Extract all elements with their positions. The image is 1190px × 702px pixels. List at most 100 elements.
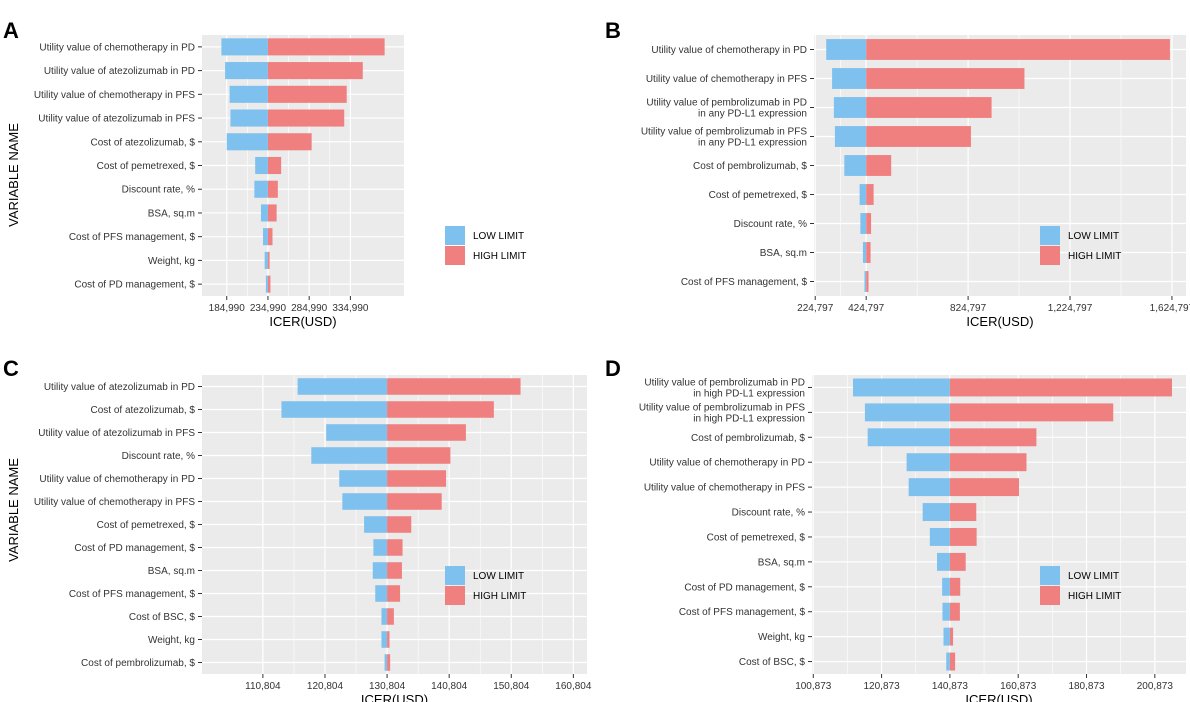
high-limit-bar xyxy=(387,447,451,464)
high-limit-bar xyxy=(949,403,1114,422)
legend-high-label: HIGH LIMIT xyxy=(473,251,526,262)
low-limit-bar xyxy=(263,228,268,246)
category-label: Utility value of chemotherapy in PFS xyxy=(644,483,806,494)
low-limit-bar xyxy=(339,470,388,487)
high-limit-bar xyxy=(387,424,466,441)
high-limit-bar xyxy=(387,562,402,579)
category-label: Cost of atezolizumab, $ xyxy=(91,405,196,416)
y-axis-title: VARIABLE NAME xyxy=(6,458,21,562)
category-label: Cost of pembrolizumab, $ xyxy=(81,658,195,669)
high-limit-bar xyxy=(267,156,282,175)
low-limit-bar xyxy=(226,133,268,151)
category-label: Utility value of atezolizumab in PFS xyxy=(38,428,195,439)
low-limit-bar xyxy=(384,654,388,671)
low-limit-bar xyxy=(906,453,950,472)
low-limit-bar xyxy=(372,562,388,579)
legend-high-label: HIGH LIMIT xyxy=(473,591,526,602)
high-limit-bar xyxy=(267,62,363,80)
x-tick-label: 120,873 xyxy=(864,681,901,692)
x-tick-label: 824,797 xyxy=(950,303,987,314)
high-limit-bar xyxy=(866,126,971,147)
category-label: BSA, sq.m xyxy=(758,557,805,568)
x-tick-label: 1,224,797 xyxy=(1048,303,1093,314)
legend-low-swatch xyxy=(445,226,465,245)
high-limit-bar xyxy=(866,39,1170,60)
x-tick-label: 424,797 xyxy=(848,303,885,314)
low-limit-bar xyxy=(942,577,950,596)
x-tick-label: 160,873 xyxy=(1000,681,1037,692)
category-label: Utility value of atezolizumab in PFS xyxy=(38,114,195,125)
low-limit-bar xyxy=(364,516,388,533)
panel-letter: D xyxy=(605,356,621,381)
x-tick-label: 1,624,797 xyxy=(1150,303,1190,314)
legend-low-swatch xyxy=(445,566,465,585)
category-label: Weight, kg xyxy=(148,635,195,646)
low-limit-bar xyxy=(862,242,867,263)
x-tick-label: 110,804 xyxy=(245,681,281,692)
category-label: Cost of PFS management, $ xyxy=(679,607,806,618)
low-limit-bar xyxy=(834,126,867,147)
legend-low-swatch xyxy=(1040,566,1060,585)
panel-letter: C xyxy=(3,356,19,381)
high-limit-bar xyxy=(387,516,412,533)
category-label: Utility value of chemotherapy in PD xyxy=(39,474,195,485)
low-limit-bar xyxy=(929,527,950,546)
high-limit-bar xyxy=(267,38,385,56)
x-axis-title: ICER(USD) xyxy=(965,692,1032,702)
high-limit-bar xyxy=(949,378,1172,397)
legend-high-label: HIGH LIMIT xyxy=(1068,251,1121,262)
high-limit-bar xyxy=(267,109,345,127)
low-limit-bar xyxy=(342,493,388,510)
panel-C: C Utility value of atezolizumab in PD Cost… xyxy=(3,356,592,702)
low-limit-bar xyxy=(297,378,388,395)
category-label: Discount rate, % xyxy=(122,185,195,196)
category-label: Cost of PD management, $ xyxy=(74,543,195,554)
high-limit-bar xyxy=(387,401,494,418)
x-tick-label: 334,990 xyxy=(332,303,369,314)
high-limit-bar xyxy=(949,478,1019,497)
category-label: Cost of PD management, $ xyxy=(74,280,195,291)
low-limit-bar xyxy=(826,39,867,60)
category-label: Utility value of atezolizumab in PD xyxy=(44,382,195,393)
low-limit-bar xyxy=(833,97,867,118)
low-limit-bar xyxy=(937,552,950,571)
category-label: Cost of BSC, $ xyxy=(739,657,806,668)
low-limit-bar xyxy=(922,503,950,522)
category-label: Discount rate, % xyxy=(732,508,805,519)
x-axis-title: ICER(USD) xyxy=(269,314,336,329)
high-limit-bar xyxy=(949,602,960,621)
panel-letter: B xyxy=(605,18,621,43)
category-label: Cost of atezolizumab, $ xyxy=(91,137,196,148)
category-label: Utility value of chemotherapy in PFS xyxy=(34,90,196,101)
category-label: Cost of pemetrexed, $ xyxy=(709,190,808,201)
low-limit-bar xyxy=(844,155,867,176)
category-label: Discount rate, % xyxy=(122,451,195,462)
low-limit-bar xyxy=(281,401,388,418)
high-limit-bar xyxy=(866,184,874,205)
high-limit-bar xyxy=(387,470,447,487)
x-tick-label: 160,804 xyxy=(555,681,592,692)
high-limit-bar xyxy=(267,275,271,293)
high-limit-bar xyxy=(949,627,954,646)
x-tick-label: 184,990 xyxy=(209,303,246,314)
category-label: Cost of pembrolizumab, $ xyxy=(691,433,805,444)
high-limit-bar xyxy=(949,552,966,571)
low-limit-bar xyxy=(375,585,388,602)
high-limit-bar xyxy=(949,527,977,546)
category-label: Discount rate, % xyxy=(734,219,807,230)
high-limit-bar xyxy=(267,251,270,269)
low-limit-bar xyxy=(946,652,950,671)
category-label: Cost of PFS management, $ xyxy=(69,589,196,600)
x-tick-label: 234,990 xyxy=(250,303,287,314)
high-limit-bar xyxy=(387,493,442,510)
low-limit-bar xyxy=(864,271,867,292)
x-tick-label: 120,804 xyxy=(307,681,344,692)
low-limit-bar xyxy=(230,109,268,127)
x-tick-label: 100,873 xyxy=(795,681,832,692)
low-limit-bar xyxy=(867,428,950,447)
legend-high-label: HIGH LIMIT xyxy=(1068,591,1121,602)
x-tick-label: 224,797 xyxy=(797,303,834,314)
high-limit-bar xyxy=(949,652,956,671)
category-label: Cost of PFS management, $ xyxy=(681,277,808,288)
